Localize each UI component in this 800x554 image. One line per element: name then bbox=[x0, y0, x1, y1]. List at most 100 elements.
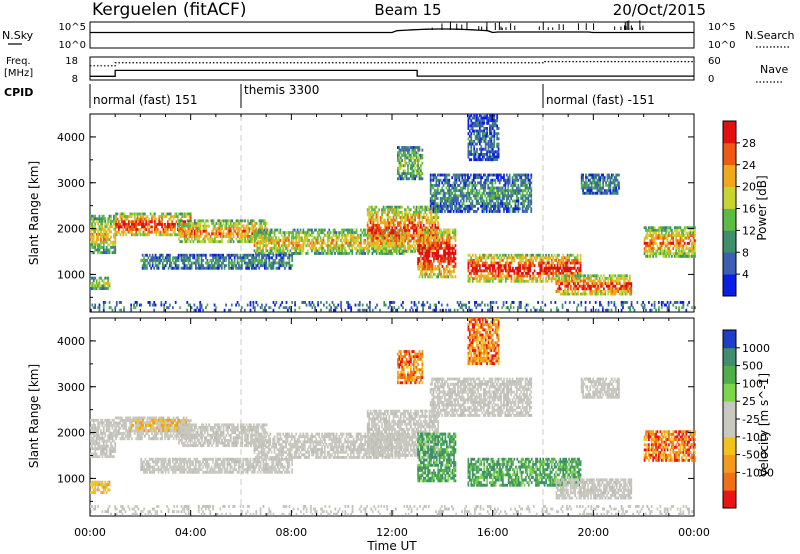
echo-cell bbox=[372, 213, 375, 217]
echo-cell bbox=[360, 252, 362, 255]
echo-cell bbox=[689, 234, 692, 237]
echo-cell bbox=[652, 231, 655, 235]
echo-cell bbox=[438, 178, 441, 182]
echo-cell bbox=[219, 253, 222, 257]
echo-cell bbox=[686, 234, 689, 237]
echo-cell bbox=[235, 237, 238, 241]
echo-cell bbox=[491, 277, 494, 281]
echo-cell bbox=[552, 266, 555, 270]
echo-cell bbox=[432, 194, 435, 198]
echo-cell bbox=[479, 256, 481, 260]
echo-cell bbox=[491, 197, 494, 200]
echo-cell bbox=[649, 226, 652, 230]
echo-cell bbox=[151, 217, 153, 221]
frequency-line bbox=[90, 69, 694, 77]
echo-cell bbox=[532, 277, 534, 281]
echo-cell bbox=[471, 204, 474, 208]
echo-cell bbox=[491, 186, 494, 190]
echo-cell bbox=[326, 231, 329, 235]
echo-cell bbox=[440, 254, 442, 258]
echo-cell bbox=[441, 259, 444, 263]
echo-cell bbox=[174, 225, 176, 229]
echo-cell bbox=[172, 217, 175, 221]
echo-cell bbox=[371, 242, 373, 245]
echo-cell bbox=[182, 225, 185, 229]
echo-cell bbox=[477, 207, 479, 211]
echo-cell bbox=[497, 194, 500, 198]
echo-cell bbox=[574, 284, 577, 288]
echo-cell bbox=[658, 234, 660, 237]
echo-cell bbox=[479, 266, 481, 270]
echo-cell bbox=[420, 226, 422, 230]
echo-cell bbox=[142, 215, 145, 218]
echo-cell bbox=[151, 256, 154, 260]
echo-cell bbox=[431, 262, 434, 266]
echo-cell bbox=[259, 244, 262, 248]
echo-cell bbox=[435, 267, 438, 271]
echo-cell bbox=[562, 269, 565, 273]
echo-cell bbox=[335, 231, 338, 235]
echo-cell bbox=[477, 274, 480, 278]
echo-cell bbox=[421, 218, 424, 222]
echo-cell bbox=[244, 229, 246, 233]
echo-cell bbox=[422, 231, 425, 235]
echo-cell bbox=[421, 265, 424, 268]
echo-cell bbox=[407, 236, 409, 240]
echo-cell bbox=[230, 259, 233, 262]
echo-cell bbox=[611, 274, 614, 278]
echo-cell bbox=[229, 240, 232, 244]
echo-cell bbox=[595, 290, 598, 293]
echo-cell bbox=[151, 220, 153, 224]
echo-cell bbox=[159, 259, 161, 262]
echo-cell bbox=[590, 277, 592, 280]
echo-cell bbox=[303, 241, 306, 245]
echo-cell bbox=[533, 256, 536, 260]
echo-cell bbox=[574, 279, 577, 283]
echo-cell bbox=[369, 226, 372, 230]
echo-cell bbox=[679, 234, 682, 237]
echo-cell bbox=[256, 246, 259, 250]
echo-cell bbox=[107, 251, 110, 255]
echo-cell bbox=[506, 210, 508, 213]
echo-cell bbox=[368, 216, 371, 219]
echo-cell bbox=[282, 252, 285, 255]
echo-cell bbox=[395, 205, 398, 209]
echo-cell bbox=[414, 208, 417, 212]
echo-cell bbox=[468, 279, 471, 283]
echo-cell bbox=[673, 226, 676, 230]
echo-cell bbox=[522, 266, 524, 270]
echo-cell bbox=[381, 229, 383, 232]
freq-right-tick-bottom: 0 bbox=[708, 74, 714, 85]
echo-cell bbox=[474, 186, 477, 190]
echo-cell bbox=[285, 244, 287, 248]
echo-cell bbox=[206, 259, 209, 262]
echo-cell bbox=[497, 279, 500, 283]
echo-cell bbox=[545, 256, 547, 260]
echo-cell bbox=[506, 274, 509, 278]
echo-cell bbox=[438, 184, 441, 187]
echo-cell bbox=[457, 173, 459, 177]
echo-cell bbox=[453, 236, 455, 240]
echo-cell bbox=[312, 239, 315, 242]
echo-cell bbox=[384, 223, 386, 227]
echo-cell bbox=[617, 290, 620, 293]
echo-cell bbox=[105, 248, 108, 252]
echo-cell bbox=[352, 239, 355, 242]
echo-cell bbox=[368, 244, 371, 248]
echo-cell bbox=[315, 228, 318, 232]
echo-cell bbox=[371, 226, 373, 230]
echo-cell bbox=[438, 270, 441, 274]
echo-cell bbox=[477, 279, 480, 283]
echo-cell bbox=[591, 292, 594, 296]
echo-cell bbox=[545, 253, 547, 257]
echo-cell bbox=[247, 224, 249, 228]
echo-cell bbox=[392, 239, 395, 243]
echo-cell bbox=[372, 223, 375, 227]
echo-cell bbox=[337, 239, 339, 242]
echo-cell bbox=[143, 259, 145, 262]
echo-cell bbox=[189, 232, 192, 236]
echo-cell bbox=[491, 204, 494, 208]
echo-cell bbox=[378, 226, 381, 230]
echo-cell bbox=[185, 212, 188, 216]
echo-cell bbox=[259, 228, 262, 232]
